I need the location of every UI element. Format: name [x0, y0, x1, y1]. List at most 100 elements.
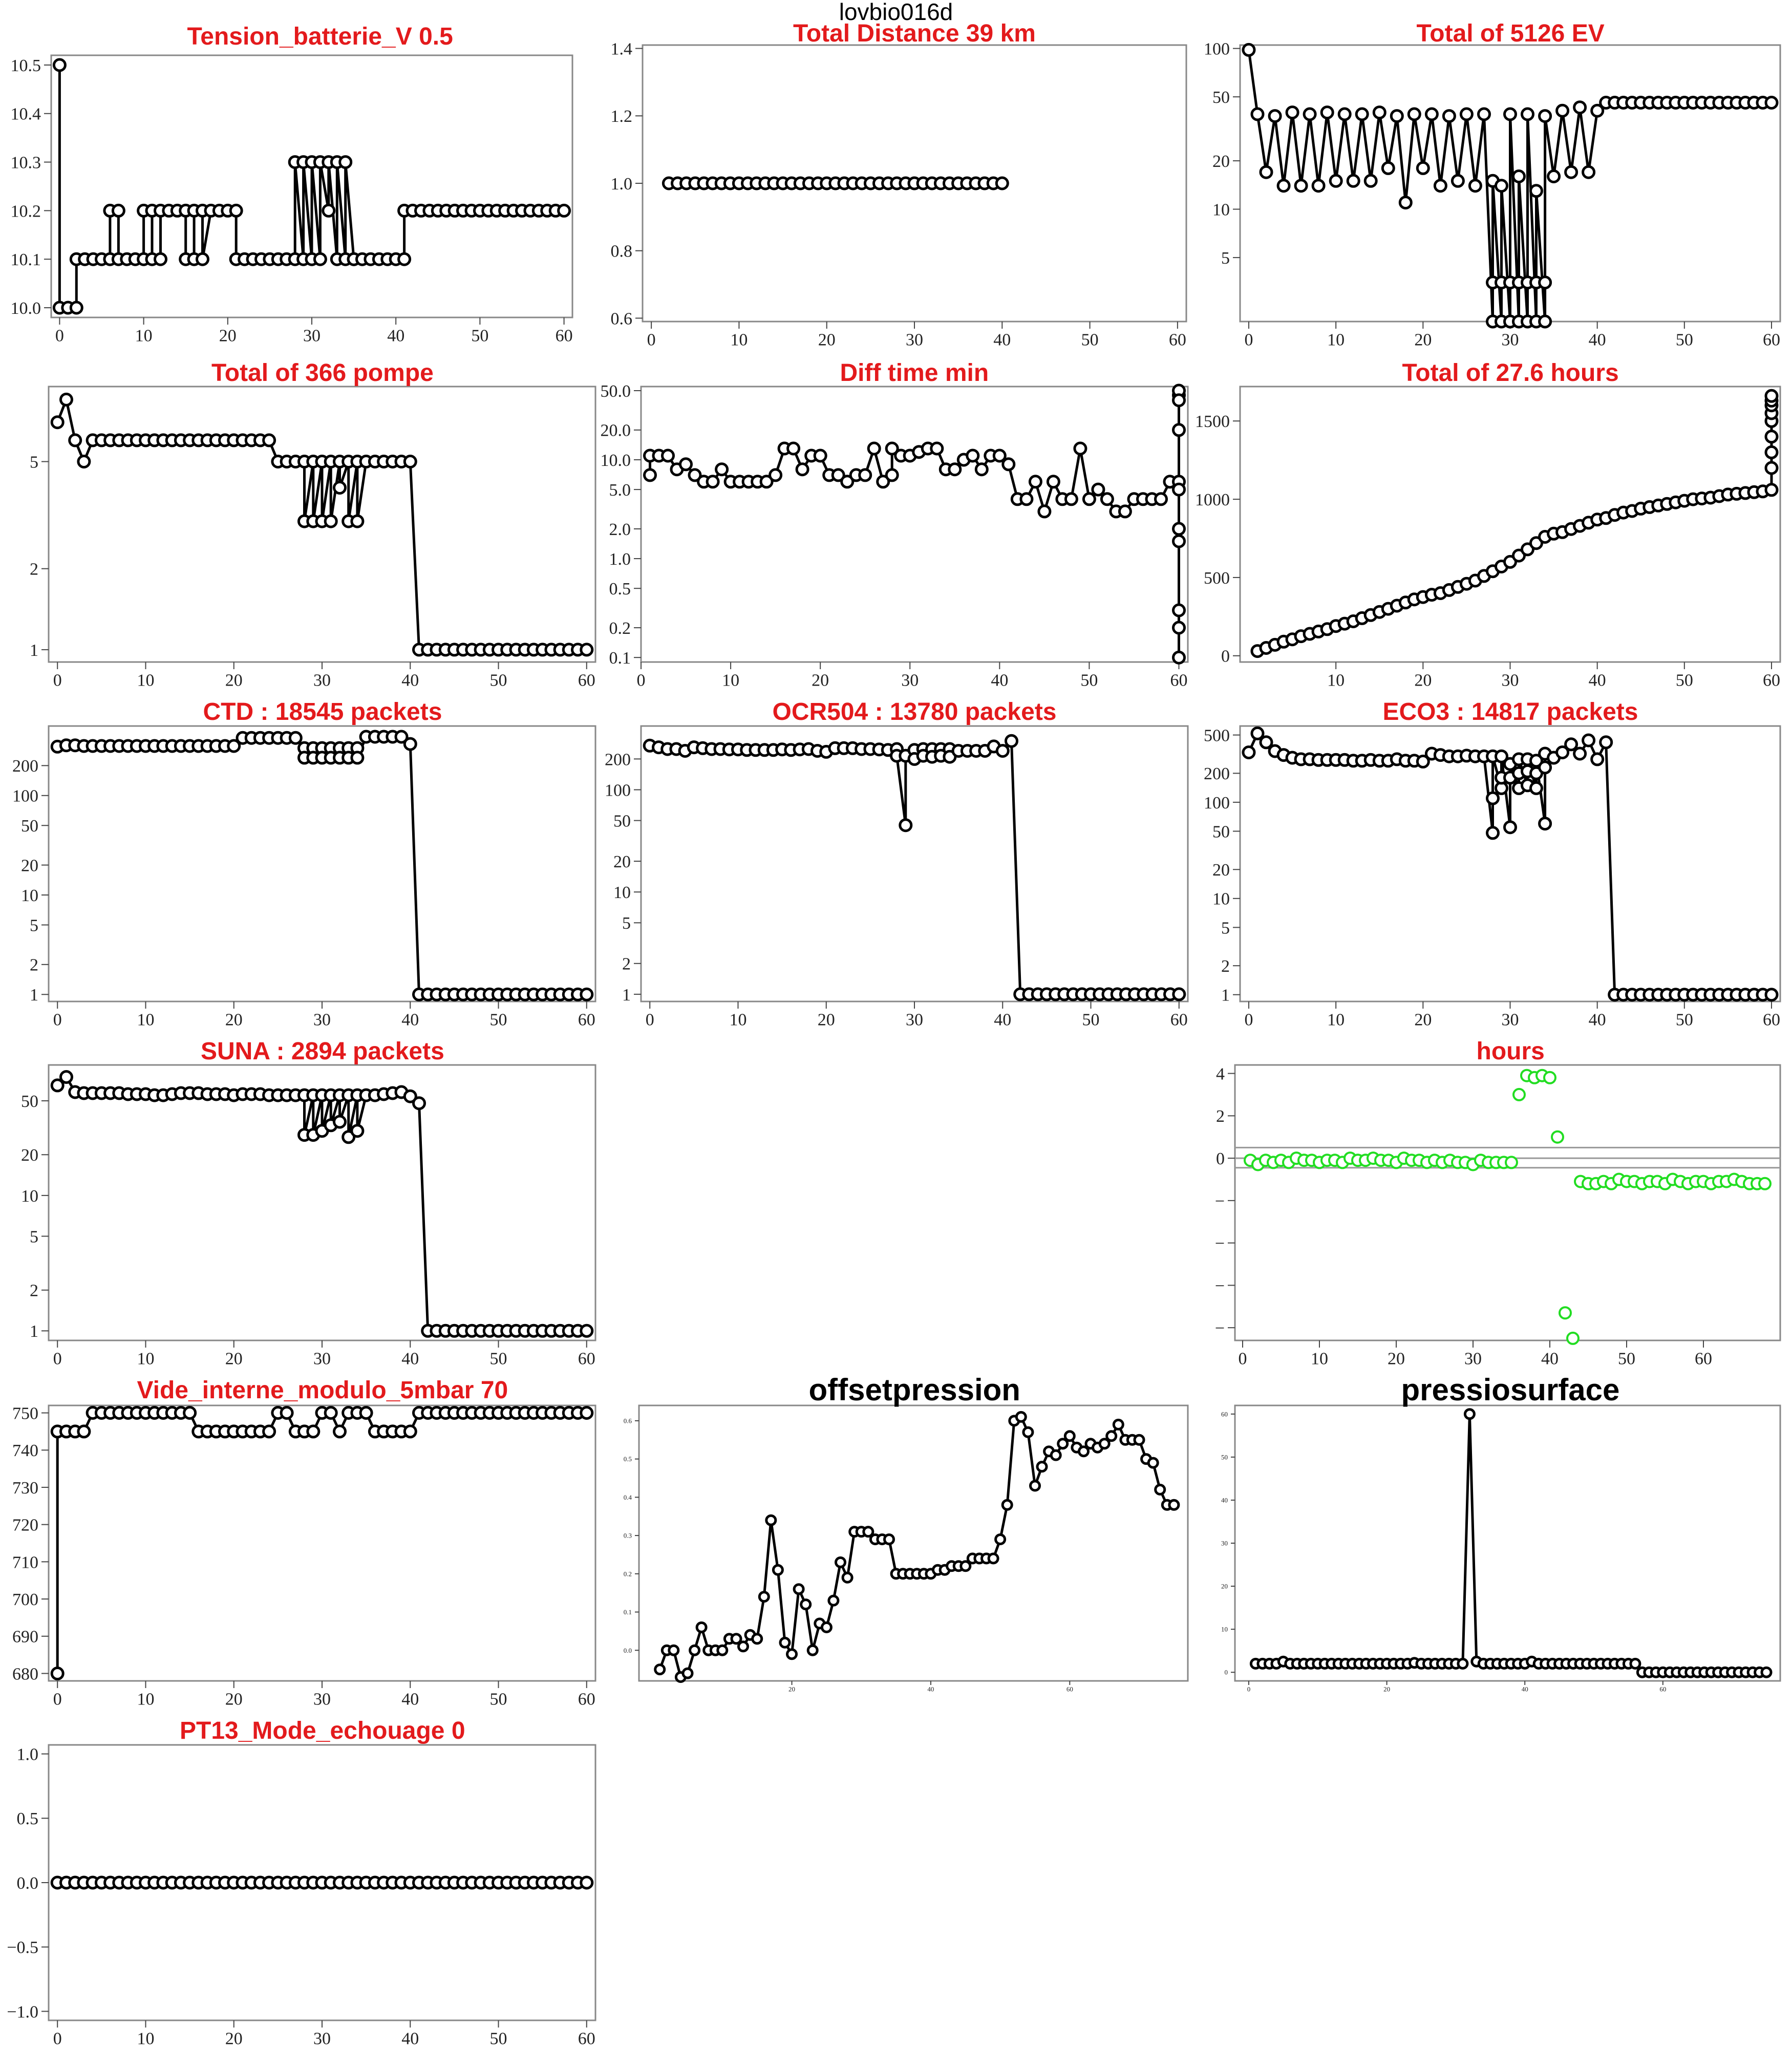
data-point: [246, 252, 260, 266]
data-point: [1760, 1666, 1773, 1678]
data-point: [174, 739, 188, 753]
data-point: [1588, 1657, 1600, 1670]
data-point: [1681, 1177, 1695, 1190]
data-point: [1112, 1418, 1124, 1431]
data-point: [678, 744, 692, 758]
data-point: [324, 455, 338, 468]
data-point: [1754, 1666, 1766, 1678]
data-point: [740, 743, 754, 757]
data-point: [1529, 536, 1543, 550]
data-point: [377, 1424, 391, 1439]
data-point: [1551, 1130, 1564, 1144]
data-point: [50, 1078, 65, 1093]
data-point: [174, 1086, 188, 1100]
data-point: [50, 1875, 65, 1890]
x-tick-label: 20: [818, 330, 836, 349]
data-point: [187, 203, 201, 218]
data-point: [766, 743, 780, 757]
data-point: [1276, 748, 1291, 762]
data-point: [1073, 441, 1087, 456]
data-point: [271, 455, 285, 468]
data-point: [1311, 624, 1326, 638]
y-tick-label: 100: [1204, 794, 1230, 813]
data-point: [759, 475, 774, 489]
data-point: [474, 643, 488, 657]
data-point: [1276, 179, 1291, 193]
x-tick-label: 30: [313, 2029, 331, 2048]
x-tick-label: 30: [303, 326, 321, 345]
data-point: [907, 176, 922, 190]
data-point: [951, 744, 966, 758]
data-point: [1674, 1175, 1687, 1188]
data-point: [571, 1406, 585, 1420]
data-point: [1320, 1154, 1334, 1167]
data-point: [438, 1324, 453, 1338]
data-point: [705, 742, 719, 756]
data-point: [1294, 179, 1308, 193]
data-point: [801, 742, 816, 756]
plot-frame: [640, 386, 1189, 663]
data-point: [397, 252, 412, 266]
data-point: [661, 449, 675, 463]
data-point: [306, 1875, 321, 1890]
data-point: [668, 1644, 680, 1656]
y-tick-label: 0.1: [609, 649, 631, 668]
data-point: [1529, 781, 1543, 795]
data-point: [890, 176, 904, 190]
x-tick-label: 30: [901, 671, 919, 690]
data-point: [1105, 1430, 1118, 1442]
data-point: [342, 741, 356, 755]
data-point: [139, 1406, 153, 1420]
data-point: [1505, 1657, 1517, 1670]
data-point: [1642, 988, 1657, 1002]
data-point: [1346, 614, 1360, 628]
data-point: [324, 514, 338, 528]
data-point: [412, 1875, 426, 1890]
data-point: [872, 176, 886, 190]
data-point: [934, 742, 948, 756]
x-tick-label: 0: [53, 1010, 62, 1029]
data-point: [804, 449, 819, 463]
data-point: [1137, 987, 1151, 1001]
x-tick-label: 50: [1618, 1349, 1635, 1368]
y-tick-label: 20: [21, 856, 38, 875]
data-point: [430, 1875, 444, 1890]
y-tick-label: 730: [12, 1479, 38, 1498]
data-point: [1503, 820, 1517, 835]
chart-title-offsetpression: offsetpression: [808, 1373, 1020, 1407]
data-point: [156, 1875, 170, 1890]
data-point: [1346, 754, 1360, 768]
plot-frame: [50, 54, 573, 318]
data-point: [196, 203, 209, 218]
data-point: [1599, 96, 1613, 110]
data-point: [1521, 542, 1534, 557]
data-point: [899, 749, 913, 763]
data-point: [1521, 752, 1534, 766]
data-point: [52, 58, 67, 72]
data-point: [1172, 621, 1186, 635]
data-point: [147, 1088, 162, 1102]
y-tick-label: 5: [30, 1227, 38, 1246]
data-point: [1625, 988, 1639, 1002]
data-point: [1503, 107, 1517, 121]
data-point: [422, 203, 437, 218]
data-point: [121, 1406, 135, 1420]
data-point: [69, 252, 83, 266]
data-point: [262, 1875, 276, 1890]
data-point: [154, 252, 167, 266]
y-tick-label: 100: [1204, 40, 1230, 59]
data-point: [1468, 573, 1482, 588]
data-point: [930, 441, 944, 456]
y-tick-label: 20: [1212, 152, 1230, 171]
data-point: [94, 1086, 109, 1100]
data-point: [1071, 1441, 1083, 1454]
chart-title-distance: Total Distance 39 km: [793, 20, 1036, 47]
data-point: [802, 176, 816, 190]
data-point: [1660, 497, 1674, 511]
data-point: [1318, 1657, 1331, 1670]
x-tick-label: 10: [135, 326, 153, 345]
data-point: [737, 1640, 749, 1653]
data-point: [562, 1875, 576, 1890]
data-point: [297, 1088, 311, 1102]
data-point: [236, 433, 250, 447]
